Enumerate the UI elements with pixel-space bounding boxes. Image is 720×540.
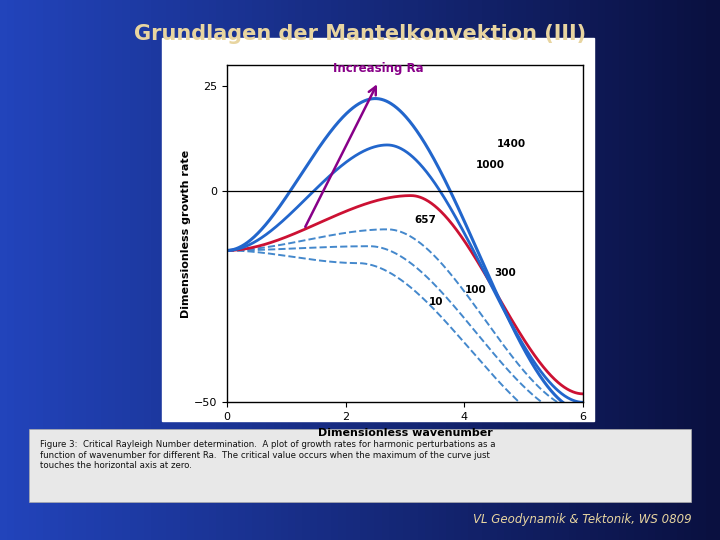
Text: 1000: 1000 xyxy=(477,160,505,170)
Bar xyxy=(162,38,594,421)
Text: VL Geodynamik & Tektonik, WS 0809: VL Geodynamik & Tektonik, WS 0809 xyxy=(472,514,691,526)
Text: 657: 657 xyxy=(414,215,436,225)
Text: 300: 300 xyxy=(494,268,516,278)
Text: 100: 100 xyxy=(464,285,486,295)
X-axis label: Dimensionless wavenumber: Dimensionless wavenumber xyxy=(318,428,492,437)
Text: Increasing Ra: Increasing Ra xyxy=(333,62,423,76)
Y-axis label: Dimensionless growth rate: Dimensionless growth rate xyxy=(181,150,191,318)
Text: Grundlagen der Mantelkonvektion (III): Grundlagen der Mantelkonvektion (III) xyxy=(134,24,586,44)
Text: 1400: 1400 xyxy=(497,139,526,149)
Text: 10: 10 xyxy=(429,297,444,307)
Text: Figure 3:  Critical Rayleigh Number determination.  A plot of growth rates for h: Figure 3: Critical Rayleigh Number deter… xyxy=(40,440,495,470)
Bar xyxy=(29,429,691,502)
